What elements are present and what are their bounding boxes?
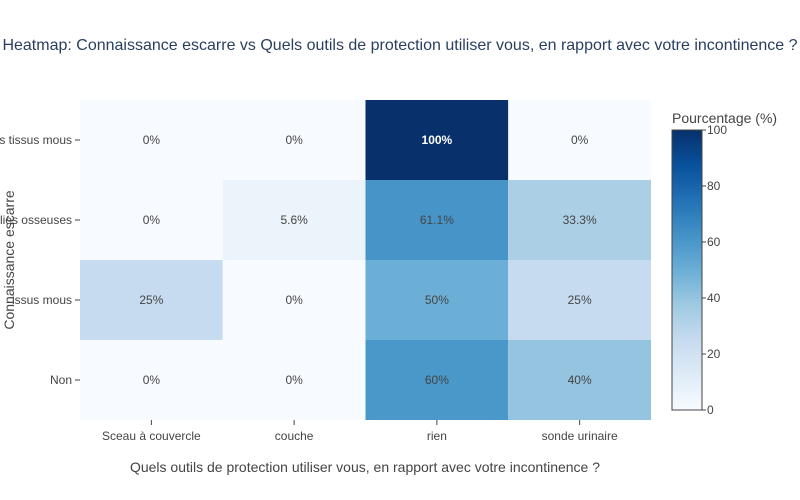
- y-tick-label: Non: [50, 373, 72, 387]
- cell-value-label: 0%: [143, 373, 161, 387]
- heatmap-cell: [222, 260, 366, 340]
- x-tick-label: Sceau à couvercle: [102, 429, 201, 443]
- colorbar-title: Pourcentage (%): [672, 110, 777, 126]
- heatmap-cell: [508, 180, 651, 260]
- colorbar-tick-label: 0: [707, 403, 714, 417]
- y-tick-label: illies osseuses: [0, 213, 72, 227]
- y-axis-ticks: Non issus mous illies osseuses s tissus mou…: [0, 133, 80, 387]
- heatmap-cell: [365, 260, 509, 340]
- heatmap-cell: [365, 340, 509, 420]
- colorbar-tick-label: 40: [707, 291, 721, 305]
- cell-value-label: 0%: [571, 133, 589, 147]
- cell-value-label: 5.6%: [280, 213, 308, 227]
- x-axis-title: Quels outils de protection utiliser vous…: [130, 459, 600, 475]
- x-tick-label: couche: [275, 429, 314, 443]
- cell-value-label: 0%: [143, 213, 161, 227]
- colorbar-tick-label: 80: [707, 179, 721, 193]
- heatmap-cells: 0% 0% 60% 40% 25% 0% 50% 25% 0% 5.6% 61.1% 33.3% 0% 0…: [80, 100, 651, 420]
- cell-value-label: 33.3%: [563, 213, 597, 227]
- heatmap-cell: [222, 180, 366, 260]
- heatmap-cell: [222, 340, 366, 420]
- cell-value-label: 0%: [285, 293, 303, 307]
- colorbar-tick-label: 60: [707, 235, 721, 249]
- y-axis-title: Connaissance escarre: [1, 190, 17, 330]
- cell-value-label: 60%: [425, 373, 449, 387]
- x-tick-label: sonde urinaire: [542, 429, 618, 443]
- heatmap-cell: [508, 100, 651, 180]
- colorbar-gradient: [671, 129, 703, 411]
- cell-value-label: 0%: [285, 133, 303, 147]
- cell-value-label: 50%: [425, 293, 449, 307]
- cell-value-label: 40%: [568, 373, 592, 387]
- y-tick-label: issus mous: [12, 293, 72, 307]
- heatmap-cell: [508, 260, 651, 340]
- heatmap-cell: [365, 100, 509, 180]
- colorbar-ticks: 0 20 40 60 80 100: [702, 123, 727, 417]
- heatmap-cell: [508, 340, 651, 420]
- cell-value-label: 25%: [568, 293, 592, 307]
- heatmap-cell: [80, 180, 223, 260]
- y-tick-label: s tissus mous: [0, 133, 72, 147]
- colorbar: Pourcentage (%) 0 20 40 60 80 100: [671, 110, 777, 417]
- colorbar-tick-label: 100: [707, 123, 727, 137]
- heatmap-cell: [222, 100, 366, 180]
- colorbar-tick-label: 20: [707, 347, 721, 361]
- cell-value-label: 0%: [285, 373, 303, 387]
- x-tick-label: rien: [427, 429, 447, 443]
- cell-value-label: 61.1%: [420, 213, 454, 227]
- cell-value-label: 100%: [422, 133, 453, 147]
- heatmap-cell: [80, 100, 223, 180]
- cell-value-label: 0%: [143, 133, 161, 147]
- heatmap-cell: [365, 180, 509, 260]
- chart-title: Heatmap: Connaissance escarre vs Quels o…: [2, 37, 797, 54]
- heatmap-cell: [80, 260, 223, 340]
- heatmap-cell: [80, 340, 223, 420]
- x-axis-ticks: Sceau à couvercle couche rien sonde urinair…: [102, 420, 618, 443]
- cell-value-label: 25%: [139, 293, 163, 307]
